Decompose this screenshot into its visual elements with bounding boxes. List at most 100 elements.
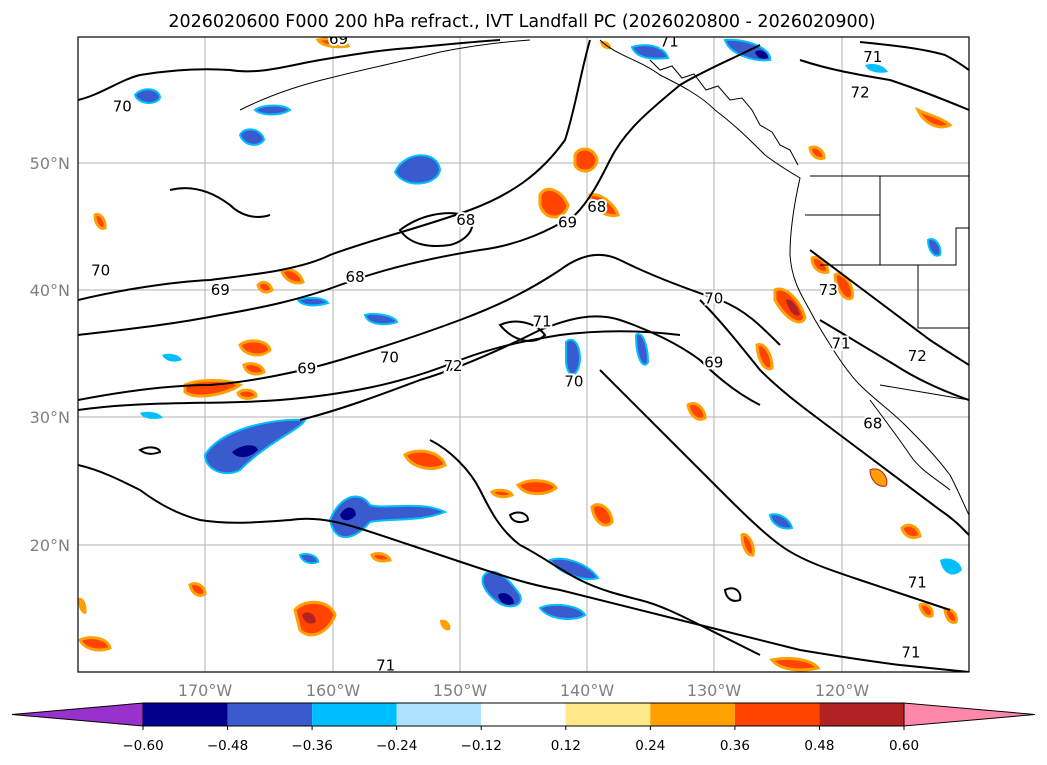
contour-label: 71	[533, 313, 552, 331]
refractivity-contour-71-east	[819, 319, 969, 401]
colorbar-tick-label: 0.36	[720, 738, 750, 754]
refractivity-contour-closed	[169, 187, 271, 218]
colorbar-frame	[142, 702, 905, 727]
aleutian-islands	[239, 39, 531, 111]
longitude-labels: 170°W 160°W 150°W 140°W 130°W 120°W	[178, 681, 870, 700]
colorbar-segment	[734, 703, 820, 726]
colorbar-tick-label: −0.36	[291, 738, 332, 754]
contour-label: 68	[863, 414, 882, 432]
us-mexico-border	[879, 384, 969, 401]
lat-label-40n: 40°N	[30, 281, 70, 300]
contour-label: 69	[704, 353, 723, 371]
baja-coastline	[869, 399, 951, 491]
positive-anomaly-patch	[256, 280, 274, 294]
negative-anomaly-patch	[253, 104, 292, 116]
lon-label-130w: 130°W	[687, 681, 742, 700]
negative-anomaly-patch	[363, 312, 399, 326]
positive-anomaly-patch	[900, 523, 922, 540]
lat-label-30n: 30°N	[30, 408, 70, 427]
refractivity-contour-closed	[723, 587, 742, 602]
contour-label: 72	[908, 347, 927, 365]
negative-anomaly-patch	[298, 552, 320, 565]
contour-label: 70	[380, 348, 399, 366]
contour-label: 69	[558, 213, 577, 231]
colorbar-segment	[481, 703, 566, 726]
colorbar-tick-label: −0.24	[376, 738, 417, 754]
map-plot-area: 69 71 71 72 70 68 69 68 70 68 69 73 70 71 71 72 72 70 69 69…	[77, 30, 970, 674]
colorbar-segment	[143, 703, 228, 726]
refractivity-contour-closed	[508, 511, 530, 524]
light-positive-anomaly-patch	[78, 597, 87, 614]
positive-anomaly-patch	[808, 145, 826, 160]
lon-label-120w: 120°W	[815, 681, 870, 700]
refractivity-contour-71-north	[859, 41, 969, 71]
colorbar-segment	[650, 703, 735, 726]
state-border	[917, 265, 969, 329]
colorbar: −0.60 −0.48 −0.36 −0.24 −0.12 0.12 0.24 0.36 0.4…	[11, 702, 1036, 754]
positive-anomaly-patch	[769, 656, 821, 672]
strong-positive-anomaly-core	[786, 299, 800, 316]
contour-label: 71	[376, 656, 395, 674]
colorbar-segment	[312, 703, 397, 726]
contour-label: 73	[819, 281, 838, 299]
contour-label: 70	[704, 290, 723, 308]
colorbar-extend-min	[11, 702, 144, 727]
coastal-islands	[649, 59, 799, 166]
light-positive-anomaly-patch	[869, 468, 888, 487]
contour-label: 68	[346, 268, 365, 286]
negative-anomaly-patch	[328, 495, 448, 539]
refractivity-contour-69-south	[599, 369, 951, 611]
contour-label: 69	[211, 281, 230, 299]
negative-anomaly-patch	[630, 44, 670, 60]
positive-anomaly-patch	[943, 608, 958, 624]
colorbar-segment	[227, 703, 313, 726]
lon-label-170w: 170°W	[178, 681, 233, 700]
refractivity-contour-71	[299, 315, 761, 421]
contour-label: 70	[564, 372, 583, 390]
contour-label: 69	[297, 360, 316, 378]
deep-negative-anomaly-core	[755, 50, 768, 59]
positive-anomaly-patch	[280, 268, 305, 285]
light-negative-anomaly-patch	[865, 63, 888, 73]
contour-label: 70	[113, 97, 132, 115]
contour-label: 71	[831, 334, 850, 352]
colorbar-segment	[819, 703, 904, 726]
negative-anomaly-patch	[203, 418, 307, 475]
negative-anomaly-patch	[393, 154, 442, 185]
refractivity-contour-72-east	[809, 249, 969, 366]
refractivity-contour-70-north	[78, 39, 501, 101]
map-frame	[77, 36, 970, 673]
light-negative-anomaly-patch	[140, 411, 163, 419]
refractivity-contour-72-north	[799, 59, 969, 111]
contour-label: 71	[901, 644, 920, 662]
contour-labels: 69 71 71 72 70 68 69 68 70 68 69 73 70 71 71 72 72 70 69 69…	[89, 30, 929, 674]
contour-label: 68	[456, 211, 475, 229]
negative-anomaly-patch	[768, 513, 794, 530]
refractivity-contours	[78, 39, 969, 672]
colorbar-extend-max	[903, 702, 1036, 727]
contour-label: 69	[329, 30, 348, 48]
negative-anomaly-patch	[565, 338, 582, 376]
colorbar-tick-label: 0.12	[551, 738, 581, 754]
positive-anomaly-patch	[590, 503, 614, 527]
light-negative-anomaly-patch	[162, 353, 182, 362]
light-negative-anomaly-patch	[940, 558, 962, 575]
positive-anomaly-patch	[188, 582, 207, 597]
lat-label-50n: 50°N	[30, 154, 70, 173]
negative-anomaly-patch	[634, 333, 650, 366]
lat-label-20n: 20°N	[30, 536, 70, 555]
refractivity-contour-70-south	[429, 439, 761, 656]
positive-anomaly-patch	[914, 106, 953, 129]
lon-label-160w: 160°W	[306, 681, 361, 700]
colorbar-segment	[396, 703, 482, 726]
positive-anomaly-patch	[686, 402, 707, 421]
positive-anomaly-patch	[242, 362, 266, 376]
colorbar-tick-label: 0.48	[804, 738, 834, 754]
colorbar-segment	[565, 703, 651, 726]
refractivity-contour-closed	[498, 320, 547, 342]
deep-negative-anomaly-core	[232, 445, 258, 458]
contour-label: 68	[587, 198, 606, 216]
colorbar-tick-label: 0.60	[889, 738, 919, 754]
positive-anomaly-patch	[238, 339, 272, 357]
